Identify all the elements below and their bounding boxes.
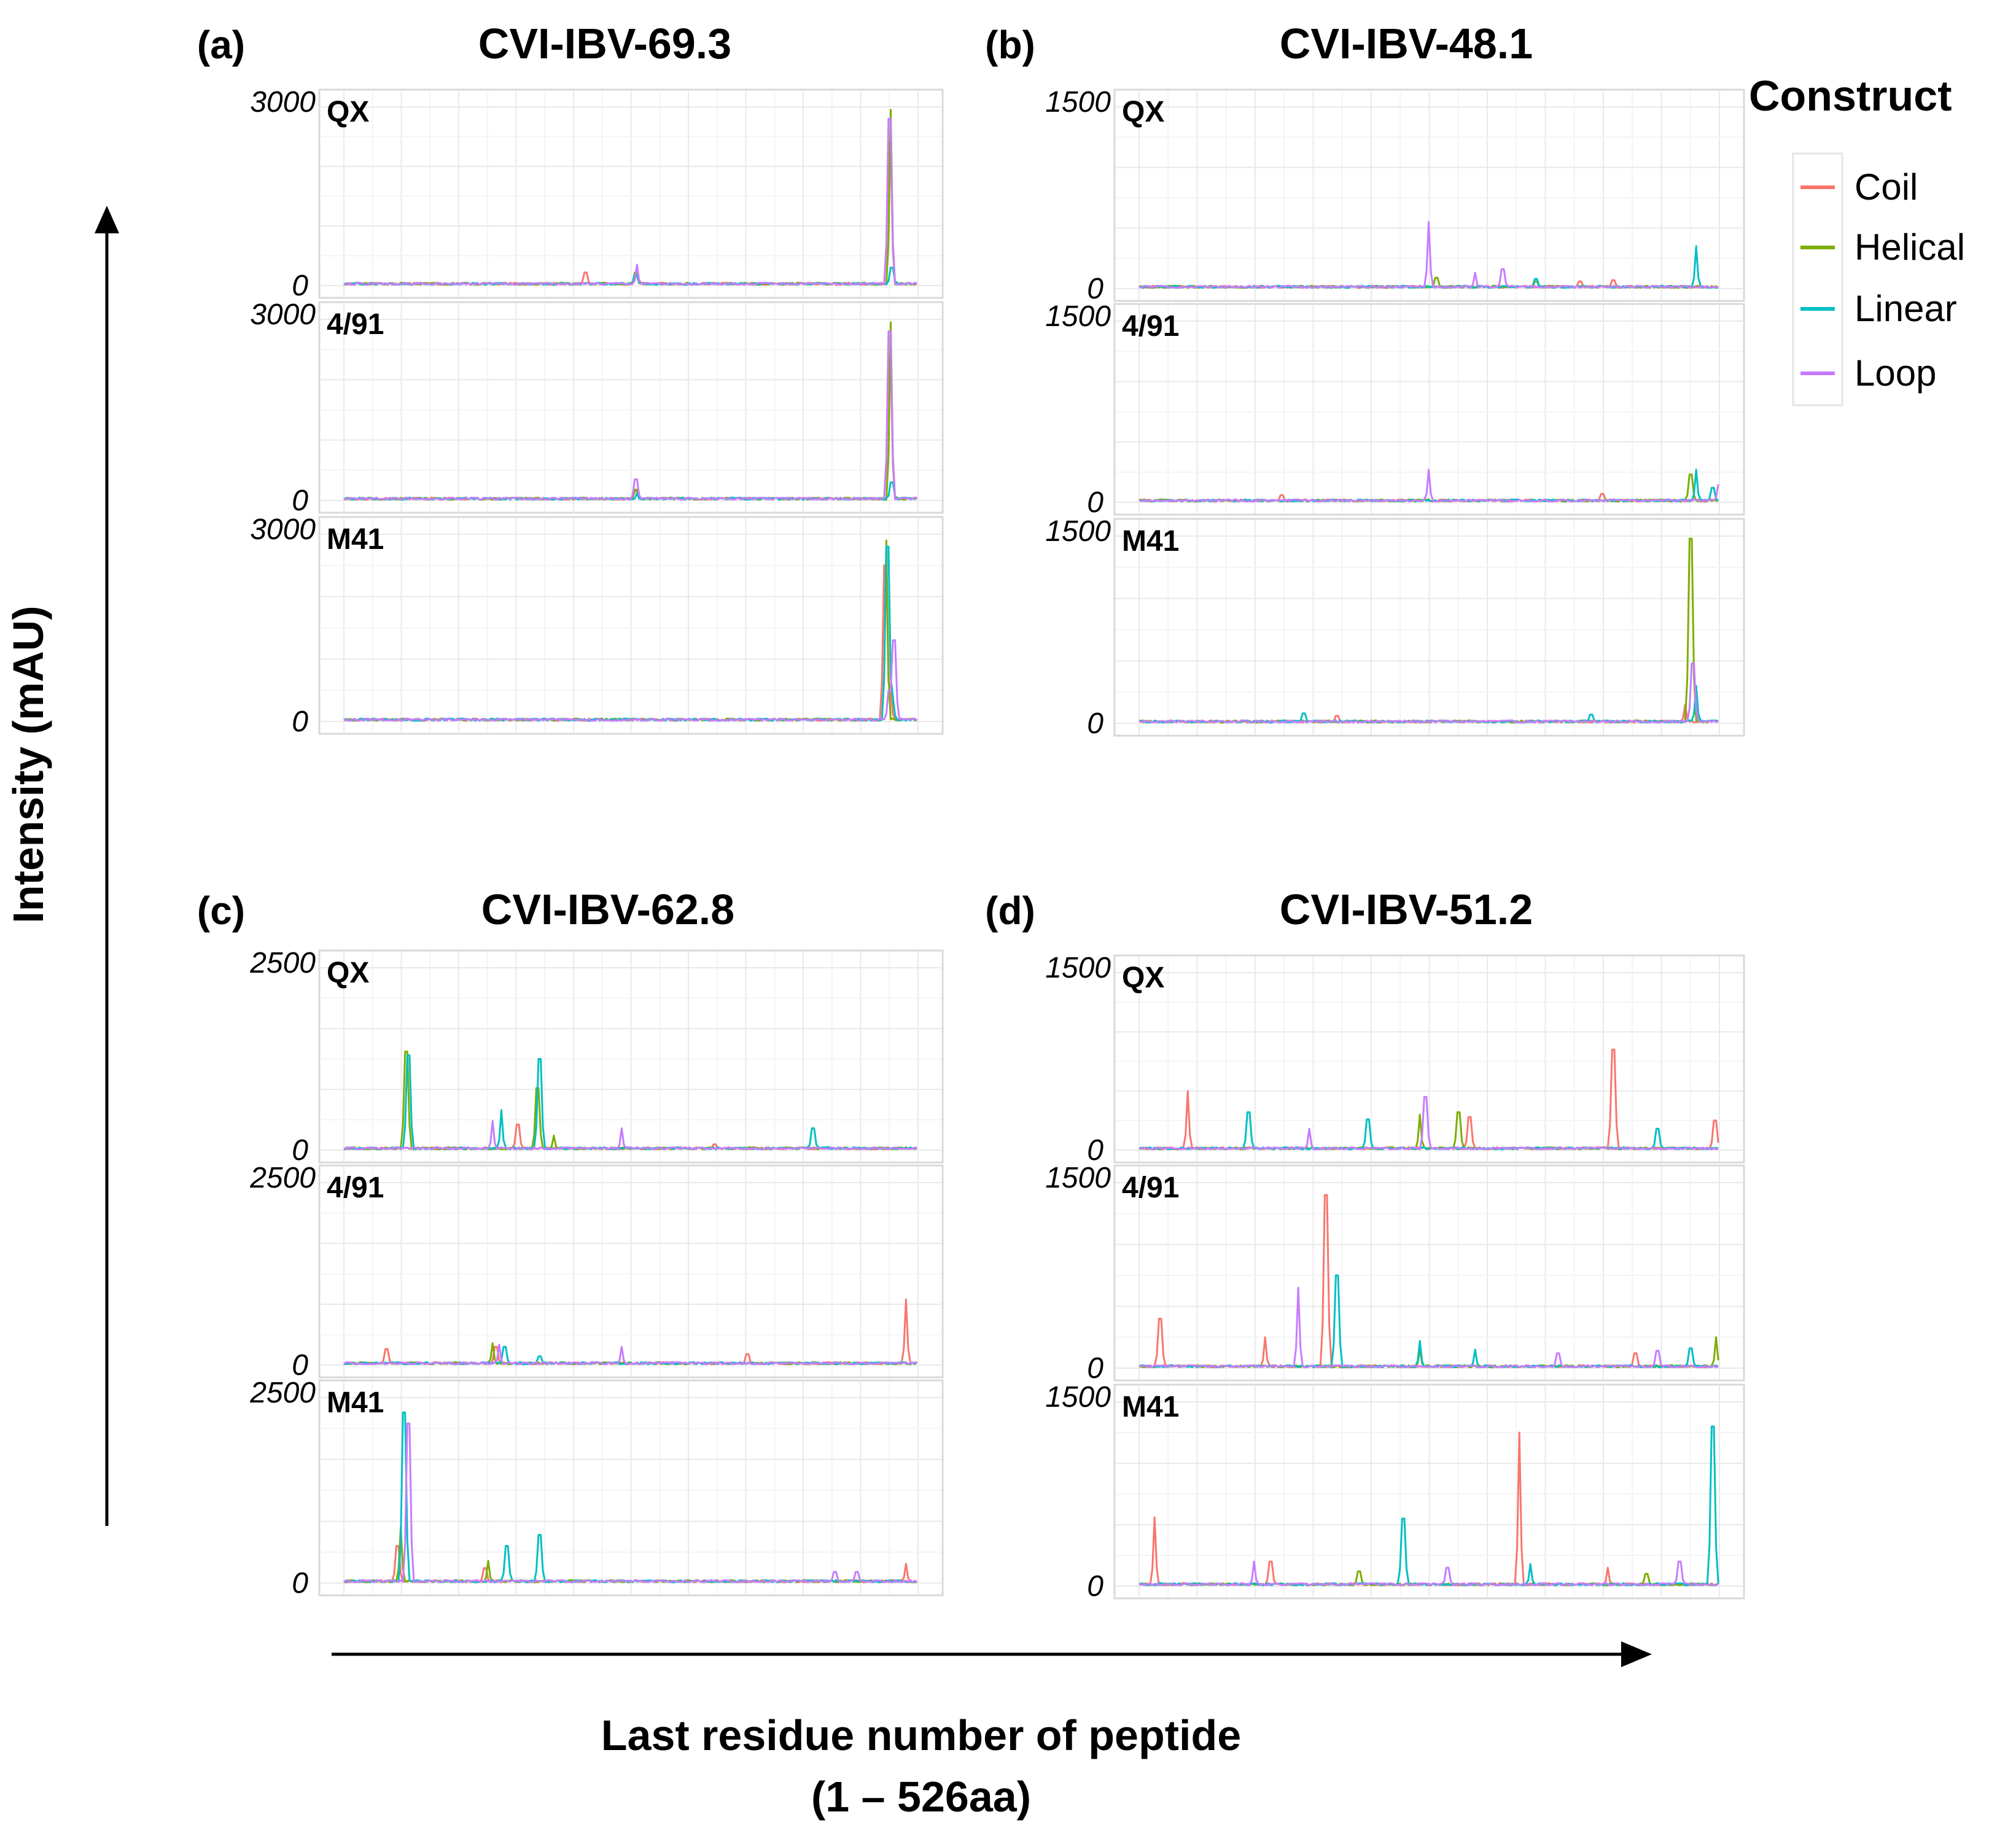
series-line-loop: [1138, 662, 1719, 724]
facet: 1500 0 QX: [1045, 952, 1745, 1167]
y-tick-label: 2500: [249, 947, 316, 979]
y-tick-label: 1500: [1045, 86, 1111, 119]
facet: 1500 0 4/91: [1045, 1162, 1745, 1385]
facet: 3000 0 QX: [250, 86, 944, 302]
y-tick-label: 3000: [250, 513, 316, 546]
facet: 2500 0 4/91: [249, 1162, 944, 1382]
facet-strain-label: QX: [327, 96, 369, 128]
y-tick-label: 0: [292, 1567, 308, 1600]
y-tick-label: 2500: [249, 1162, 316, 1194]
series-line-loop: [1138, 1286, 1719, 1369]
facet-strain-label: M41: [1122, 525, 1179, 558]
y-tick-label: 0: [292, 270, 308, 302]
facet: 3000 0 4/91: [250, 298, 944, 517]
facet-strain-label: 4/91: [1122, 310, 1179, 343]
series-line-loop: [1138, 1095, 1719, 1151]
panel-title: CVI-IBV-69.3: [478, 20, 731, 68]
legend-box: [1792, 152, 1843, 407]
y-tick-label: 0: [292, 1349, 308, 1382]
facet-strain-label: M41: [327, 523, 384, 556]
facet-strain-label: 4/91: [327, 1172, 384, 1204]
legend-item-linear: Linear: [1854, 288, 1957, 329]
y-tick-label: 0: [292, 706, 308, 738]
y-tick-label: 0: [1087, 707, 1103, 740]
y-tick-label: 1500: [1045, 952, 1111, 984]
y-tick-label: 0: [292, 484, 308, 517]
y-axis-label: Intensity (mAU): [4, 605, 52, 923]
series-line-loop: [1138, 221, 1719, 289]
panel-label: (c): [197, 889, 245, 933]
facet-strain-label: 4/91: [327, 308, 384, 341]
facet-strain-label: M41: [327, 1387, 384, 1419]
y-tick-label: 0: [1087, 486, 1103, 519]
x-axis-label-line1: Last residue number of peptide: [601, 1711, 1241, 1759]
facet-strain-label: 4/91: [1122, 1172, 1179, 1204]
facet: 1500 0 M41: [1045, 515, 1745, 740]
facet: 2500 0 QX: [249, 947, 944, 1167]
series-line-loop: [1138, 469, 1719, 503]
y-tick-label: 3000: [250, 86, 316, 119]
legend-title: Construct: [1749, 72, 1952, 120]
facet-strain-label: QX: [327, 957, 369, 989]
facet-strain-label: QX: [1122, 96, 1164, 128]
series-line-loop: [1138, 1560, 1719, 1587]
panel-label: (d): [985, 889, 1035, 933]
facet-strain-label: M41: [1122, 1391, 1179, 1423]
legend: Construct Coil Helical Linear Loop: [1749, 72, 1965, 407]
series-line-loop: [343, 330, 917, 501]
facet: 1500 0 M41: [1045, 1381, 1745, 1603]
facet: 1500 0 QX: [1045, 86, 1745, 305]
facet: 2500 0 M41: [249, 1377, 944, 1600]
x-axis-label-line2: (1 – 526aa): [811, 1773, 1031, 1821]
panel-label: (b): [985, 23, 1035, 67]
y-tick-label: 0: [292, 1134, 308, 1167]
facet: 1500 0 4/91: [1045, 300, 1745, 519]
y-tick-label: 1500: [1045, 1162, 1111, 1194]
panel-label: (a): [197, 23, 245, 67]
series-line-loop: [343, 1120, 917, 1151]
x-axis-arrow-head: [1621, 1641, 1652, 1667]
legend-item-coil: Coil: [1854, 166, 1918, 208]
legend-item-helical: Helical: [1854, 227, 1965, 268]
y-tick-label: 0: [1087, 1570, 1103, 1603]
series-line-loop: [343, 1344, 917, 1366]
series-line-loop: [343, 117, 917, 286]
y-tick-label: 1500: [1045, 515, 1111, 548]
y-tick-label: 0: [1087, 1134, 1103, 1167]
y-tick-label: 0: [1087, 273, 1103, 305]
facet: 3000 0 M41: [250, 513, 944, 738]
series-line-loop: [343, 1422, 917, 1584]
panel-title: CVI-IBV-62.8: [481, 885, 734, 933]
y-axis-arrow-head: [95, 206, 119, 233]
y-tick-label: 2500: [249, 1377, 316, 1409]
legend-item-loop: Loop: [1854, 352, 1936, 394]
panel-title: CVI-IBV-51.2: [1280, 885, 1533, 933]
y-tick-label: 1500: [1045, 300, 1111, 333]
series-line-loop: [343, 639, 918, 722]
facet-strain-label: QX: [1122, 962, 1164, 994]
y-tick-label: 0: [1087, 1352, 1103, 1385]
panels: (a) CVI-IBV-69.330000QX300004/9130000M41(…: [197, 20, 1745, 1603]
y-tick-label: 1500: [1045, 1381, 1111, 1414]
y-tick-label: 3000: [250, 298, 316, 331]
panel-title: CVI-IBV-48.1: [1280, 20, 1533, 68]
